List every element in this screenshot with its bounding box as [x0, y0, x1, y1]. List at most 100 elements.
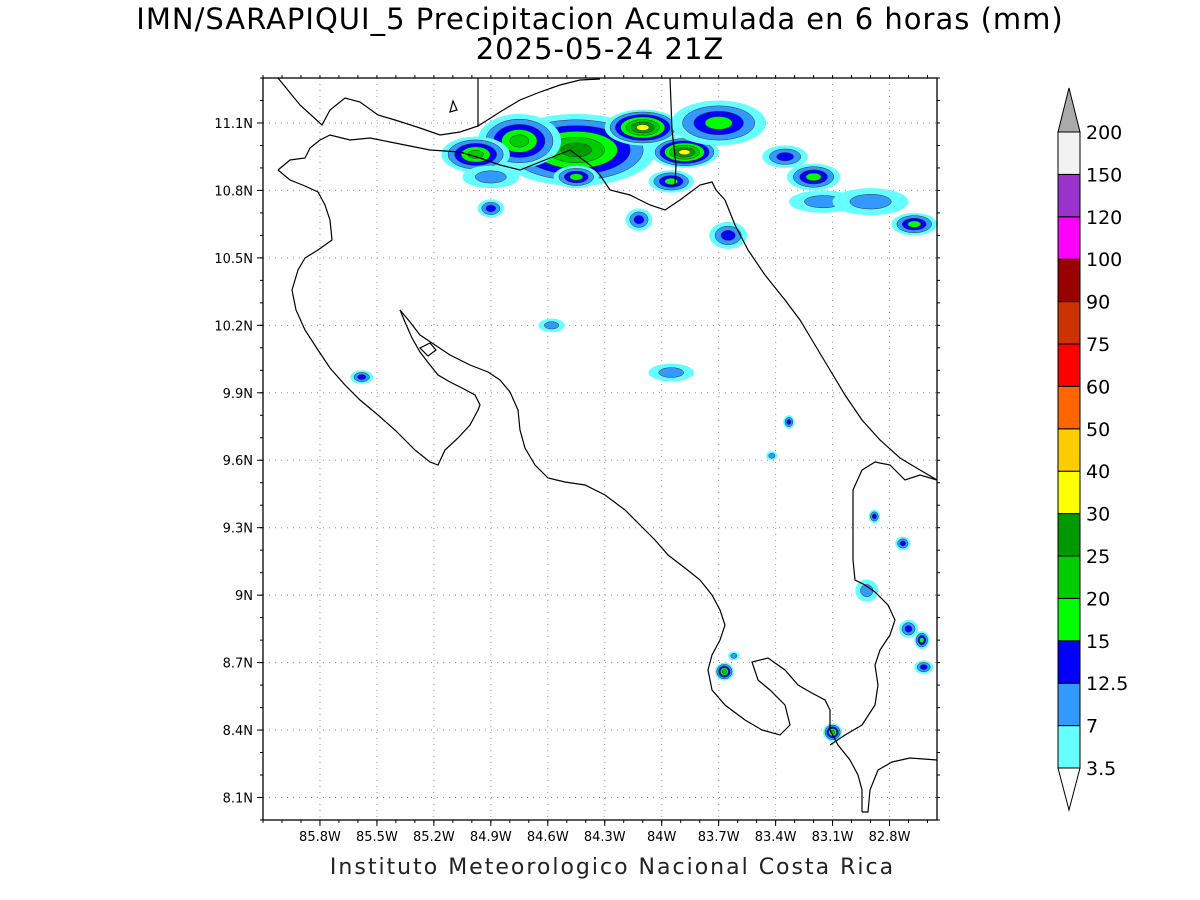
lat-tick-label: 9.6N: [223, 454, 253, 469]
colorbar-min-arrow: [1057, 767, 1081, 812]
lon-tick-label: 85.5W: [356, 830, 398, 845]
burica-coast: [829, 461, 937, 746]
colorbar-swatch: [1057, 725, 1081, 769]
colorbar-label: 15: [1086, 631, 1110, 653]
lat-tick-label: 9.9N: [223, 387, 253, 402]
colorbar-label: 100: [1086, 249, 1122, 271]
caribbean-coast: [724, 199, 937, 481]
colorbar-label: 3.5: [1086, 758, 1116, 780]
colorbar-swatch: [1057, 216, 1081, 260]
footer-credit: Instituto Meteorologico Nacional Costa R…: [329, 855, 896, 880]
precip-contour: [721, 669, 727, 674]
map-title: IMN/SARAPIQUI_5 Precipitacion Acumulada …: [136, 2, 1064, 36]
precip-contour: [544, 321, 560, 330]
lon-tick-label: 85.2W: [413, 830, 455, 845]
lat-tick-label: 9N: [235, 589, 253, 604]
colorbar-swatch: [1057, 385, 1081, 430]
colorbar-swatch: [1057, 555, 1081, 599]
precip-contour: [633, 215, 645, 225]
colorbar-swatch: [1057, 131, 1081, 175]
map-valid-time: 2025-05-24 21Z: [475, 32, 725, 66]
precip-contour: [636, 124, 650, 131]
precip-contour: [871, 513, 877, 520]
precip-contour: [475, 170, 507, 184]
colorbar-swatch: [1057, 173, 1081, 218]
precip-contour: [704, 116, 733, 130]
lake-nicaragua-edge: [477, 78, 601, 128]
colorbar-label: 75: [1086, 334, 1110, 356]
lat-tick-label: 8.4N: [223, 724, 253, 739]
precip-contour: [776, 152, 794, 162]
lat-tick-label: 10.5N: [214, 252, 253, 267]
precip-contour: [907, 220, 921, 228]
grid-lines: [263, 78, 937, 820]
lon-tick-label: 84.9W: [470, 830, 512, 845]
colorbar-swatch: [1057, 513, 1081, 557]
lat-tick-label: 10.8N: [214, 184, 253, 199]
lon-tick-label: 82.8W: [869, 830, 911, 845]
precip-contour: [786, 419, 792, 425]
colorbar-label: 60: [1086, 376, 1110, 398]
colorbar-swatch: [1057, 301, 1081, 345]
precip-contour: [720, 230, 736, 241]
colorbar-label: 120: [1086, 207, 1122, 229]
colorbar-label: 150: [1086, 164, 1122, 186]
colorbar-label: 200: [1086, 122, 1122, 144]
colorbar-label: 12.5: [1086, 673, 1128, 695]
precipitation-field: [350, 100, 937, 742]
colorbar-max-arrow: [1057, 87, 1081, 133]
precip-contour: [664, 177, 678, 185]
nicaragua-pacific-coast: [277, 78, 479, 136]
axes: 11.1N 10.8N 10.5N 10.2N 9.9N 9.6N 9.3N 9N 8.7N 8.…: [214, 75, 940, 845]
colorbar-label: 90: [1086, 292, 1110, 314]
precip-contour: [805, 172, 822, 182]
colorbar-label: 30: [1086, 504, 1110, 526]
lat-tick-label: 8.7N: [223, 657, 253, 672]
lake-island: [449, 99, 458, 113]
lon-tick-label: 85.8W: [299, 830, 341, 845]
colorbar-label: 25: [1086, 546, 1110, 568]
panama-border: [862, 757, 937, 813]
precip-contour: [678, 149, 691, 156]
precip-contour: [560, 142, 592, 158]
precip-contour: [485, 204, 497, 213]
precip-contour: [357, 374, 367, 380]
colorbar-label: 40: [1086, 461, 1110, 483]
san-juan-river: [669, 78, 677, 186]
colorbar-swatch: [1057, 597, 1081, 642]
precip-contour: [919, 664, 928, 670]
pacific-coast: [277, 169, 481, 466]
colorbar-label: 7: [1086, 716, 1098, 738]
colorbar-label: 20: [1086, 588, 1110, 610]
colorbar-label: 50: [1086, 419, 1110, 441]
coastlines-borders: [277, 78, 937, 813]
lon-tick-label: 83.4W: [755, 830, 797, 845]
precip-contour: [919, 637, 925, 643]
lon-tick-label: 83.7W: [698, 830, 740, 845]
precip-contour: [904, 625, 913, 633]
gulf-nicoya-coast: [399, 309, 863, 812]
colorbar-swatch: [1057, 343, 1081, 387]
lon-tick-label: 83.1W: [812, 830, 854, 845]
plot-frame: [262, 77, 938, 821]
colorbar: 3.5 7 12.5 15 20 25 30 40 50 60 75 90 100 120 150 200: [1057, 87, 1128, 812]
precip-contour: [658, 367, 684, 378]
colorbar-swatch: [1057, 682, 1081, 727]
lat-tick-label: 9.3N: [223, 522, 253, 537]
lon-tick-label: 84.3W: [584, 830, 626, 845]
lat-tick-label: 8.1N: [223, 792, 253, 807]
precip-contour: [899, 540, 906, 547]
colorbar-swatch: [1057, 428, 1081, 472]
colorbar-swatch: [1057, 640, 1081, 684]
colorbar-swatch: [1057, 470, 1081, 515]
precip-contour: [509, 134, 530, 148]
precip-contour: [730, 653, 738, 659]
lon-tick-label: 84W: [647, 830, 677, 845]
lon-tick-label: 84.6W: [527, 830, 569, 845]
precip-contour: [569, 173, 584, 181]
precip-contour: [849, 194, 892, 210]
lat-tick-label: 11.1N: [214, 117, 253, 132]
island-chira: [418, 342, 437, 357]
colorbar-swatch: [1057, 258, 1081, 303]
